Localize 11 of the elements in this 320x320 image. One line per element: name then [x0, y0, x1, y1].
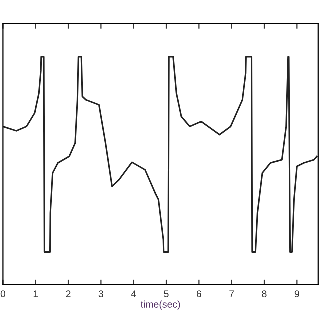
x-tick-label: 7 [230, 290, 234, 298]
x-axis-title: time(sec) [140, 300, 180, 310]
x-tick-label: 1 [34, 290, 38, 298]
x-tick-label: 4 [131, 290, 136, 298]
x-tick-label: 9 [294, 290, 300, 298]
x-tick-label: 0 [0, 290, 6, 298]
x-tick-label: 5 [164, 290, 169, 298]
x-tick-label: 6 [196, 290, 202, 298]
x-tick-label: 3 [98, 290, 104, 298]
x-tick-label: 2 [66, 290, 71, 298]
x-tick-label: 8 [262, 290, 267, 298]
